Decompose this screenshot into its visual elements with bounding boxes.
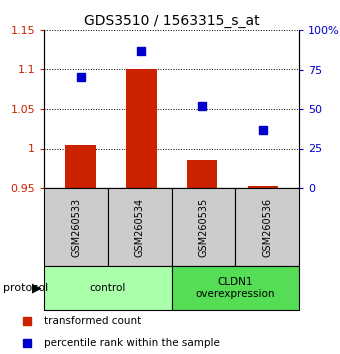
Text: GSM260535: GSM260535 <box>199 198 208 257</box>
Bar <box>172 188 235 266</box>
Text: transformed count: transformed count <box>44 316 141 326</box>
Text: ▶: ▶ <box>32 281 41 295</box>
Bar <box>108 188 172 266</box>
Bar <box>248 185 278 188</box>
Text: GSM260534: GSM260534 <box>135 198 145 257</box>
Bar <box>126 69 156 188</box>
Bar <box>44 266 172 310</box>
Title: GDS3510 / 1563315_s_at: GDS3510 / 1563315_s_at <box>84 13 259 28</box>
Bar <box>44 188 108 266</box>
Bar <box>235 188 299 266</box>
Text: percentile rank within the sample: percentile rank within the sample <box>44 338 220 348</box>
Bar <box>187 160 217 188</box>
Text: CLDN1
overexpression: CLDN1 overexpression <box>196 277 275 299</box>
Text: GSM260536: GSM260536 <box>262 198 272 257</box>
Text: protocol: protocol <box>3 283 49 293</box>
Text: GSM260533: GSM260533 <box>71 198 81 257</box>
Text: control: control <box>90 283 126 293</box>
Bar <box>65 144 96 188</box>
Bar <box>172 266 299 310</box>
